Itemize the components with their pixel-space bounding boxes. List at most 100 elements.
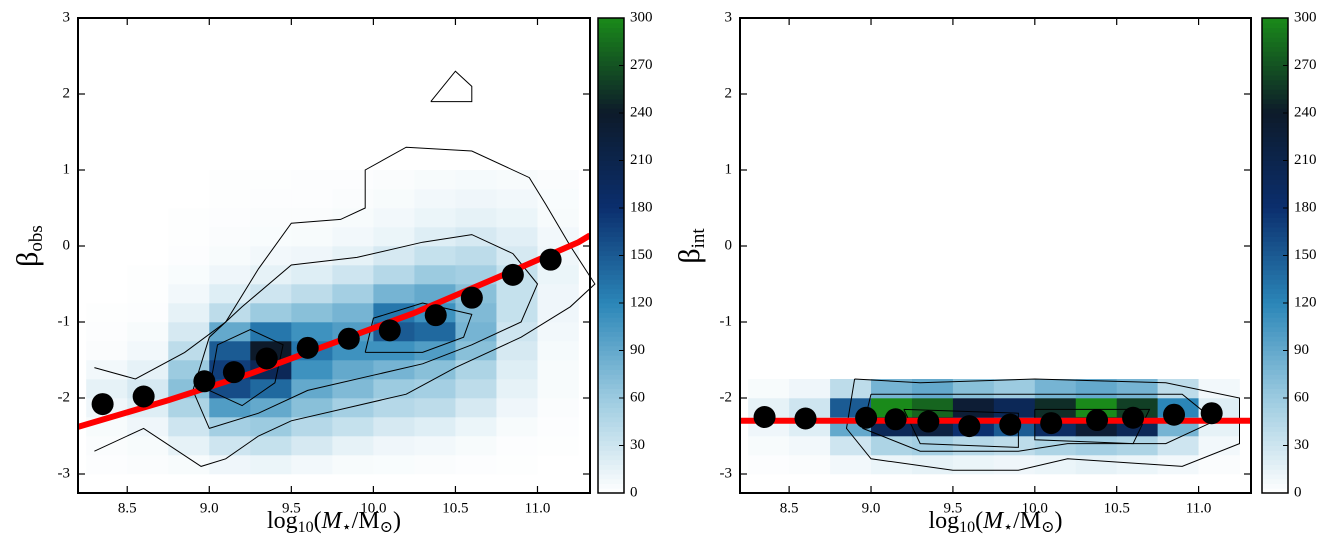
colorbar-band xyxy=(1262,193,1288,199)
heatmap-cell xyxy=(496,208,538,228)
heatmap-cell xyxy=(993,436,1036,456)
heatmap-cell xyxy=(537,170,579,190)
heatmap-cell xyxy=(168,170,210,190)
heatmap-cell xyxy=(1198,436,1240,456)
heatmap-cell xyxy=(168,417,210,437)
colorbar-band xyxy=(1262,203,1288,209)
colorbar-band xyxy=(598,84,624,90)
heatmap-cell xyxy=(373,455,415,475)
axes-frame xyxy=(77,17,591,494)
heatmap-cell xyxy=(209,227,251,247)
heatmap-cell xyxy=(127,265,169,285)
heatmap-cell xyxy=(209,189,251,209)
heatmap-cell xyxy=(748,455,790,475)
colorbar-band xyxy=(598,193,624,199)
colorbar-band xyxy=(1262,483,1288,489)
heatmap-cell xyxy=(373,227,415,247)
binned-point xyxy=(460,286,483,309)
colorbar-band xyxy=(598,103,624,109)
heatmap-cell xyxy=(332,360,374,380)
binned-point xyxy=(91,393,114,416)
x-tick-label: 9.0 xyxy=(200,500,219,516)
x-axis-label-part: ⊙ xyxy=(1041,519,1054,536)
heatmap-cell xyxy=(86,303,128,323)
colorbar-band xyxy=(1262,241,1288,247)
colorbar-band xyxy=(1262,293,1288,299)
colorbar-band xyxy=(598,65,624,71)
heatmap-cell xyxy=(537,455,579,475)
colorbar-band xyxy=(1262,27,1288,33)
colorbar-band xyxy=(598,198,624,204)
heatmap-cell xyxy=(127,227,169,247)
heatmap-cell xyxy=(209,436,251,456)
colorbar-band xyxy=(598,255,624,261)
colorbar-tick-label: 60 xyxy=(1294,389,1309,405)
colorbar-tick-label: 120 xyxy=(630,294,653,310)
y-axis-label-symbol: β xyxy=(11,252,44,267)
colorbar-band xyxy=(598,165,624,171)
binned-point xyxy=(337,327,360,350)
colorbar-band xyxy=(598,179,624,185)
colorbar-band xyxy=(598,231,624,237)
binned-point xyxy=(999,413,1022,436)
heatmap-cell xyxy=(291,398,333,418)
heatmap-cell xyxy=(373,379,415,399)
colorbar-band xyxy=(598,260,624,266)
heatmap-cell xyxy=(414,322,456,342)
colorbar-band xyxy=(1262,265,1288,271)
heatmap-cell xyxy=(373,208,415,228)
colorbar-band xyxy=(1262,407,1288,413)
binned-point xyxy=(193,370,216,393)
colorbar-band xyxy=(1262,151,1288,157)
colorbar-band xyxy=(598,151,624,157)
colorbar-band xyxy=(1262,160,1288,166)
heatmap-cell xyxy=(455,436,497,456)
colorbar-band xyxy=(1262,464,1288,470)
heatmap-cell xyxy=(332,417,374,437)
colorbar-band xyxy=(598,155,624,161)
colorbar-tick-label: 150 xyxy=(630,247,653,263)
colorbar-band xyxy=(1262,436,1288,442)
colorbar-band xyxy=(1262,303,1288,309)
colorbar-band xyxy=(598,455,624,461)
colorbar-band xyxy=(1262,56,1288,62)
heatmap-cell xyxy=(373,341,415,361)
colorbar-band xyxy=(1262,184,1288,190)
binned-point xyxy=(884,408,907,431)
binned-point xyxy=(1040,412,1063,435)
heatmap-cell xyxy=(455,208,497,228)
colorbar-band xyxy=(598,417,624,423)
heatmap-cell xyxy=(455,189,497,209)
heatmap-cell xyxy=(455,303,497,323)
heatmap-cell xyxy=(168,455,210,475)
heatmap-cell xyxy=(209,455,251,475)
colorbar-band xyxy=(598,212,624,218)
contour-line xyxy=(208,329,284,407)
heatmap-cell xyxy=(414,265,456,285)
colorbar-band xyxy=(598,127,624,133)
heatmap-cell xyxy=(789,455,831,475)
x-tick-label: 8.5 xyxy=(118,500,137,516)
colorbar-band xyxy=(1262,336,1288,342)
colorbar-band xyxy=(598,208,624,214)
binned-point xyxy=(855,406,878,429)
heatmap-cell xyxy=(952,379,995,399)
binned-point xyxy=(794,407,817,430)
colorbar-band xyxy=(1262,136,1288,142)
heatmap-cell xyxy=(86,265,128,285)
heatmap-cell xyxy=(455,379,497,399)
colorbar-band xyxy=(1262,284,1288,290)
heatmap-cell xyxy=(455,246,497,266)
colorbar-band xyxy=(598,312,624,318)
colorbar-band xyxy=(598,46,624,52)
x-axis-label-part: log xyxy=(267,508,298,534)
y-axis-label-subscript: obs xyxy=(26,225,47,251)
colorbar-band xyxy=(598,488,624,494)
colorbar-band xyxy=(598,388,624,394)
colorbar-band xyxy=(598,336,624,342)
colorbar-band xyxy=(1262,279,1288,285)
x-axis-label-part: ( xyxy=(314,508,322,534)
colorbar-band xyxy=(1262,459,1288,465)
colorbar-band xyxy=(1262,246,1288,252)
colorbar-tick-label: 120 xyxy=(1294,294,1317,310)
